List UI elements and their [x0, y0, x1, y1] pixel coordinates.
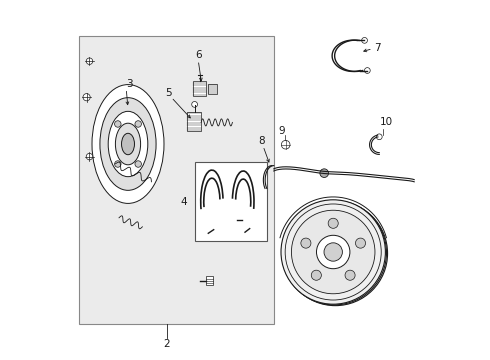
Circle shape — [86, 153, 93, 160]
Bar — [187, 112, 201, 131]
Circle shape — [355, 238, 366, 248]
Ellipse shape — [108, 111, 148, 177]
Circle shape — [115, 161, 121, 167]
Ellipse shape — [122, 133, 134, 155]
Text: 3: 3 — [126, 79, 133, 89]
Circle shape — [362, 37, 368, 43]
Circle shape — [320, 169, 328, 177]
Circle shape — [345, 270, 355, 280]
Text: 8: 8 — [259, 136, 265, 146]
Circle shape — [281, 200, 386, 304]
Circle shape — [192, 102, 197, 107]
Circle shape — [285, 204, 381, 300]
Text: 4: 4 — [180, 197, 187, 207]
Circle shape — [317, 235, 350, 269]
Text: 10: 10 — [380, 117, 393, 127]
Bar — [79, 36, 274, 324]
Circle shape — [328, 218, 338, 228]
Circle shape — [282, 201, 387, 305]
Text: 9: 9 — [278, 126, 285, 136]
Ellipse shape — [100, 98, 156, 190]
Circle shape — [115, 121, 121, 127]
Circle shape — [240, 216, 247, 223]
Circle shape — [365, 68, 370, 73]
Text: 5: 5 — [165, 87, 172, 98]
Circle shape — [311, 270, 321, 280]
Ellipse shape — [116, 123, 141, 165]
Circle shape — [83, 94, 90, 101]
Circle shape — [301, 238, 311, 248]
Bar — [208, 84, 217, 94]
Bar — [195, 162, 267, 241]
Circle shape — [135, 121, 142, 127]
Circle shape — [281, 140, 290, 149]
Bar — [193, 81, 206, 96]
Ellipse shape — [92, 85, 164, 203]
Circle shape — [283, 201, 388, 306]
Bar — [206, 276, 213, 285]
Text: 2: 2 — [164, 339, 170, 349]
Circle shape — [135, 161, 142, 167]
Text: 1: 1 — [323, 207, 330, 217]
Circle shape — [324, 243, 343, 261]
Text: 6: 6 — [195, 50, 201, 60]
Circle shape — [86, 58, 93, 64]
Text: 7: 7 — [374, 43, 381, 53]
Circle shape — [292, 210, 375, 294]
Circle shape — [376, 134, 382, 140]
